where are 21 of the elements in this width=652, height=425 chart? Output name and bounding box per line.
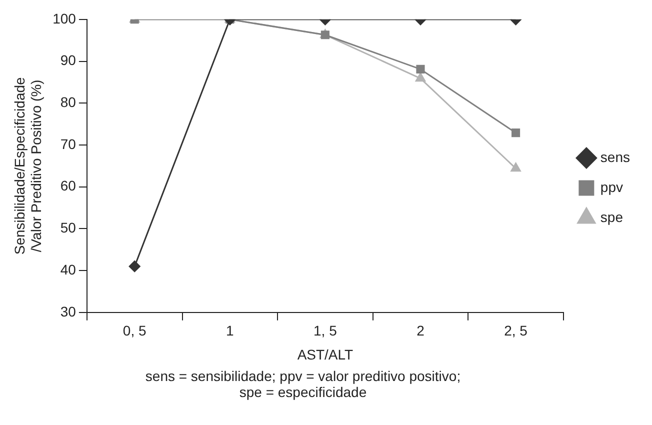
y-tick-label: 30	[60, 303, 76, 320]
y-tick-label: 40	[60, 261, 76, 278]
y-tick-label: 50	[60, 220, 76, 236]
x-tick-label: 2, 5	[504, 322, 528, 339]
x-tick-label: 1, 5	[314, 322, 338, 339]
y-tick-label: 80	[60, 94, 76, 110]
point	[510, 162, 521, 172]
point	[511, 128, 520, 138]
x-tick-label: 0, 5	[122, 322, 146, 339]
text: sens = sensibilidade; ppv = valor preditivo positivo; spe = especificidade	[144, 368, 462, 400]
x-tick-label: 2	[416, 322, 425, 339]
x-axis-title: AST/ALT	[297, 346, 354, 362]
y-tick-label: 90	[60, 52, 76, 68]
x-tick-label: 1	[226, 322, 234, 339]
y-tick-label: 60	[60, 178, 76, 194]
legend-label: ppv	[600, 178, 624, 195]
y-tick-label: 100	[52, 10, 76, 26]
legend-label: sens	[600, 148, 630, 165]
y-tick-label: 70	[60, 136, 76, 152]
legend-label: spe	[600, 208, 624, 225]
y-axis-title: Sensibilidade/Especificidade /Valor Preditivo Positivo (%)	[11, 76, 44, 255]
